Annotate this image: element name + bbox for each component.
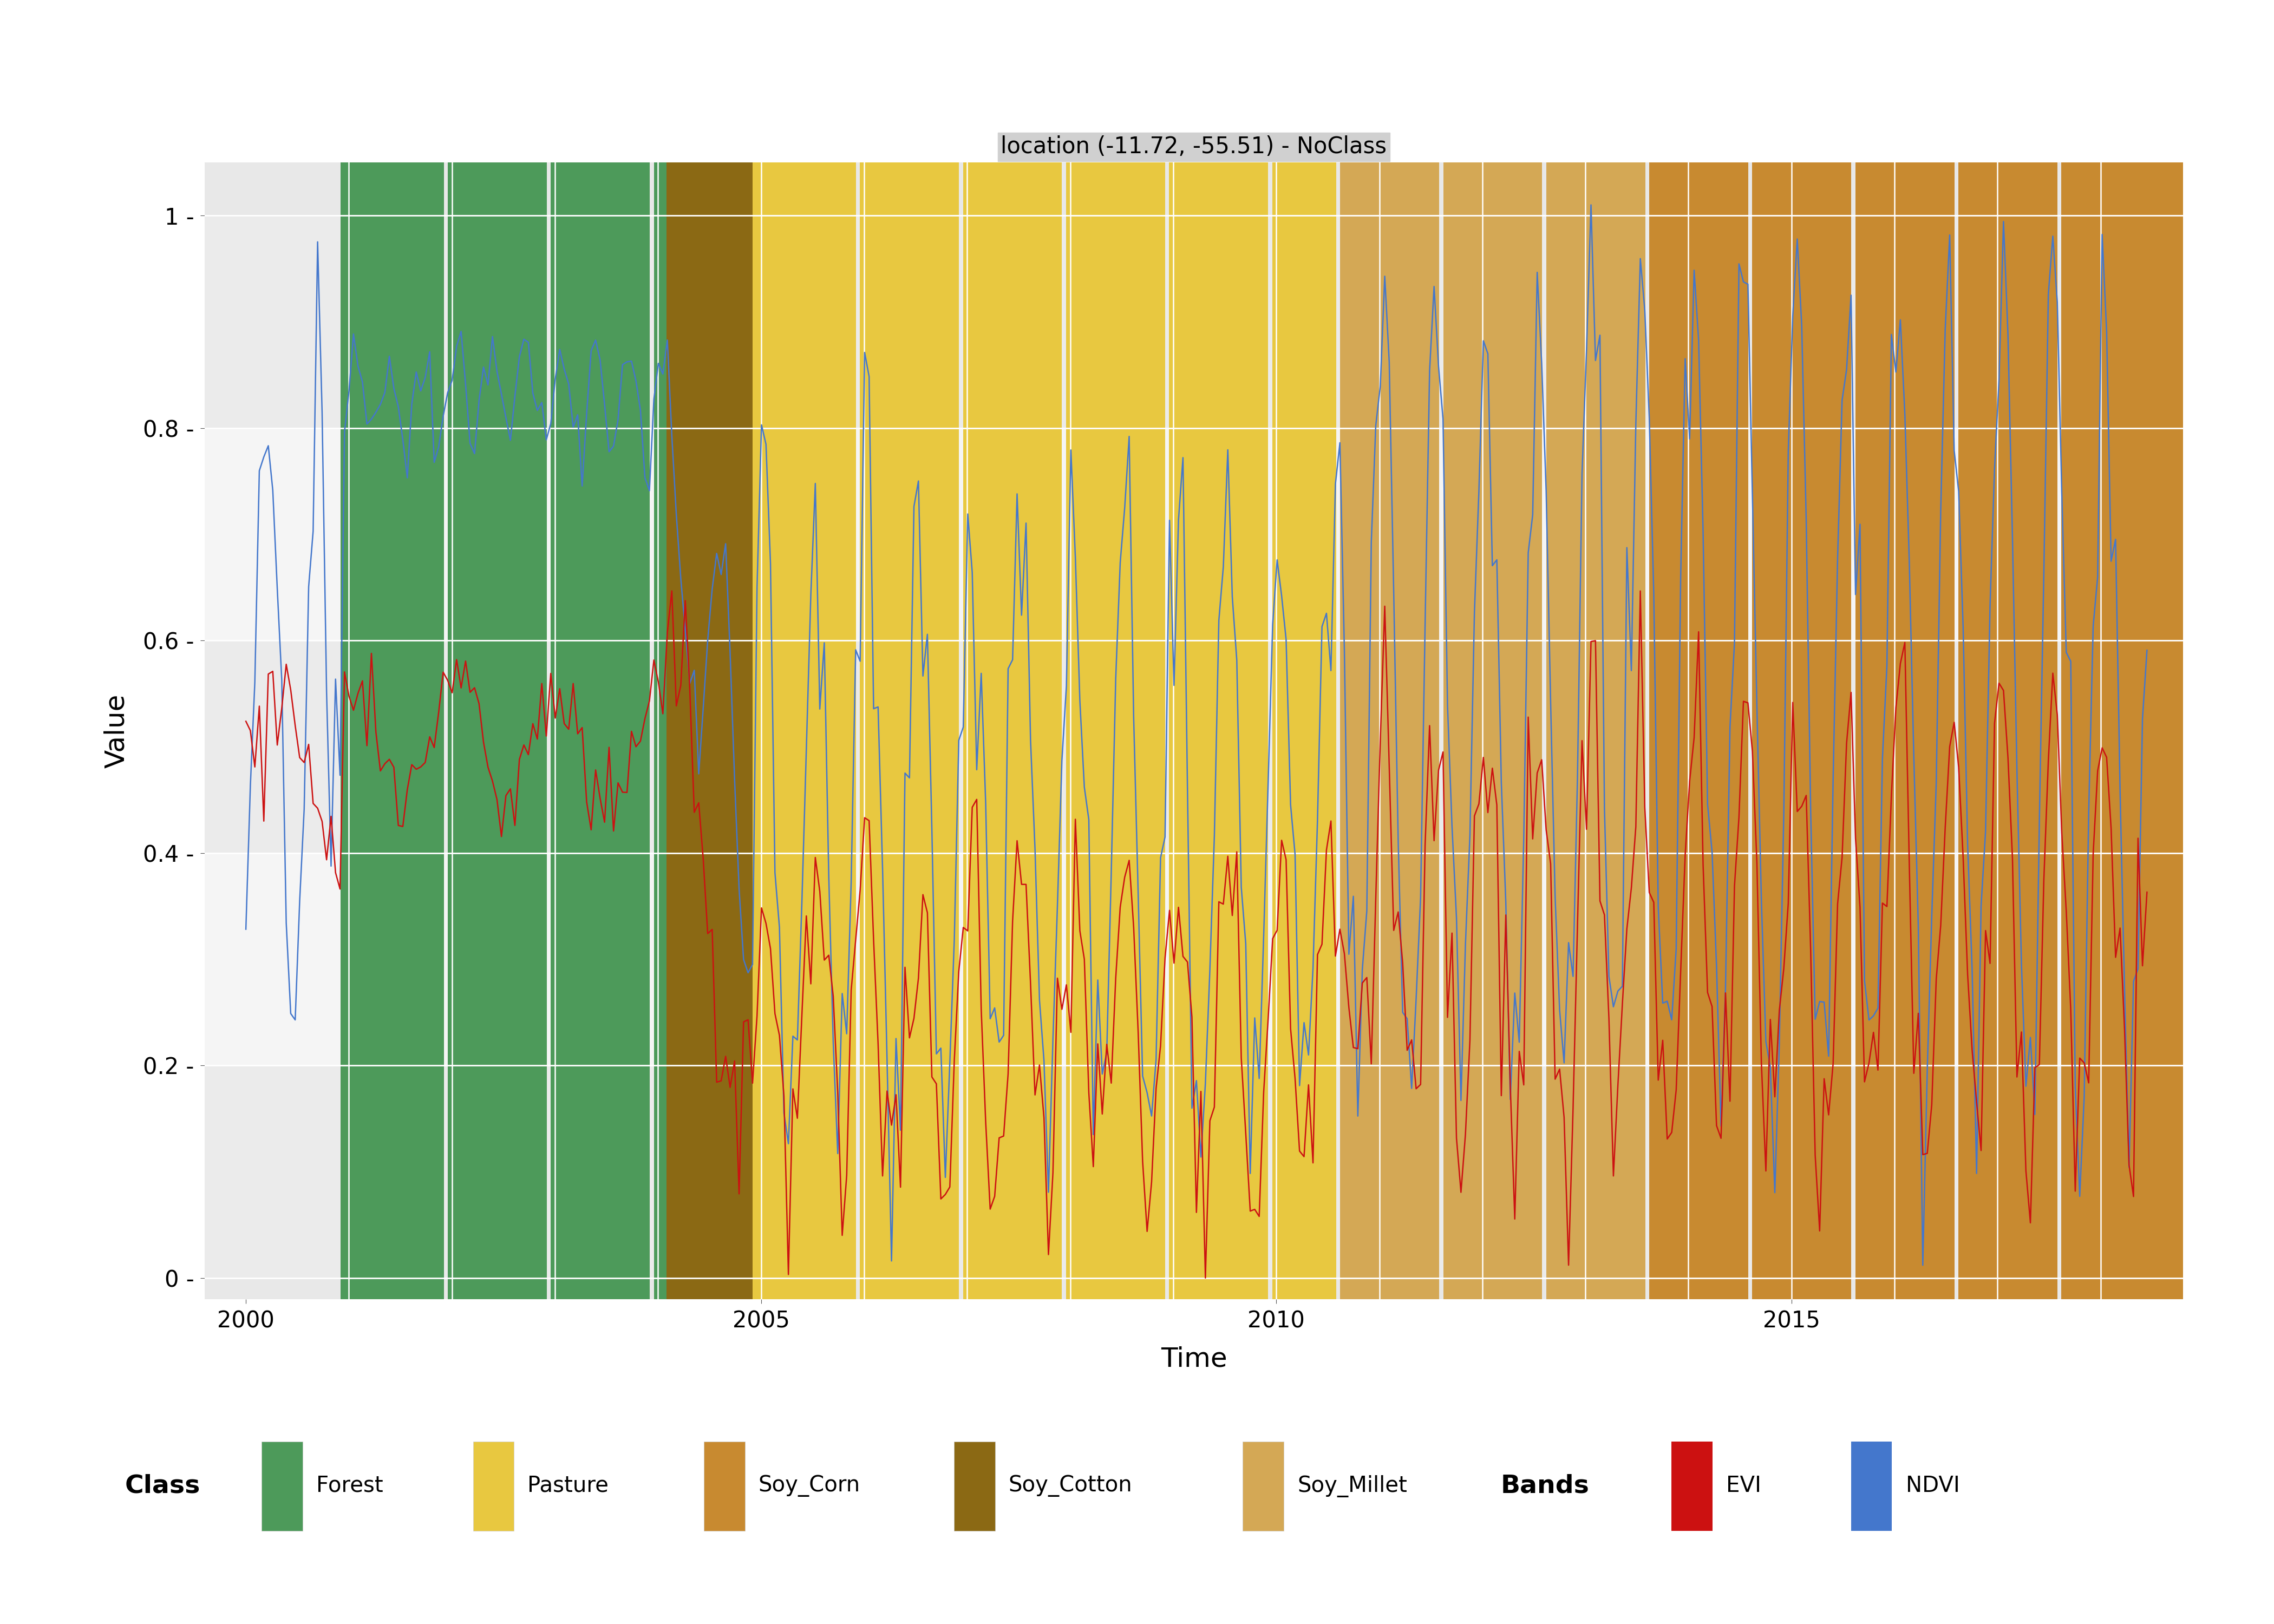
Text: Soy_Corn: Soy_Corn xyxy=(760,1475,860,1497)
Bar xyxy=(666,162,753,1299)
Bar xyxy=(205,853,2183,1065)
Bar xyxy=(962,162,1062,1299)
Bar xyxy=(205,640,2183,853)
Bar xyxy=(1444,162,1542,1299)
Text: Forest: Forest xyxy=(316,1475,382,1497)
Bar xyxy=(1649,162,1749,1299)
Bar xyxy=(2063,162,2183,1299)
Title: location (-11.72, -55.51) - NoClass: location (-11.72, -55.51) - NoClass xyxy=(1001,135,1387,158)
Bar xyxy=(1271,162,1337,1299)
Text: Pasture: Pasture xyxy=(528,1475,609,1497)
Y-axis label: Value: Value xyxy=(102,693,130,768)
Bar xyxy=(341,162,443,1299)
Bar xyxy=(205,1065,2183,1278)
Bar xyxy=(205,429,2183,640)
Bar xyxy=(1339,162,1439,1299)
Bar xyxy=(550,162,650,1299)
Bar xyxy=(1546,162,1644,1299)
Text: Bands: Bands xyxy=(1501,1475,1590,1497)
Bar xyxy=(1067,162,1164,1299)
Bar xyxy=(655,162,666,1299)
Bar xyxy=(1753,162,1851,1299)
Text: Soy_Cotton: Soy_Cotton xyxy=(1010,1475,1132,1497)
Text: NDVI: NDVI xyxy=(1906,1475,1960,1497)
Text: Class: Class xyxy=(125,1475,200,1497)
Bar xyxy=(205,216,2183,429)
Bar xyxy=(448,162,546,1299)
X-axis label: Time: Time xyxy=(1160,1346,1228,1372)
Bar xyxy=(1856,162,1953,1299)
Text: EVI: EVI xyxy=(1726,1475,1760,1497)
Bar xyxy=(753,162,855,1299)
Text: Soy_Millet: Soy_Millet xyxy=(1296,1475,1408,1497)
Bar xyxy=(1958,162,2058,1299)
Bar xyxy=(860,162,960,1299)
Bar xyxy=(1169,162,1269,1299)
